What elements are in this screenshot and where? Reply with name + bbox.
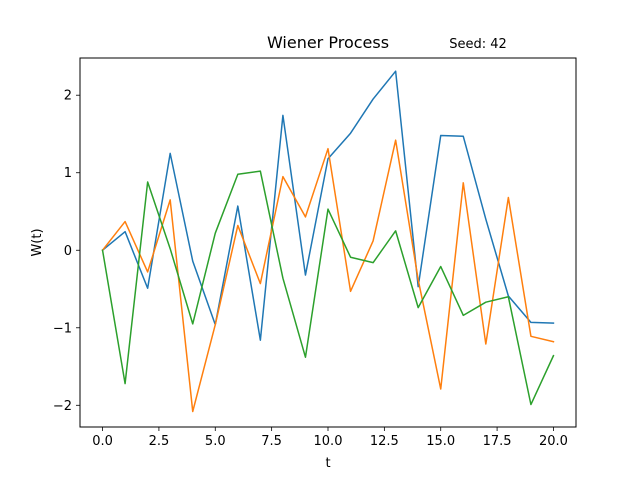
chart-title: Wiener Process xyxy=(267,33,389,52)
x-tick-label: 2.5 xyxy=(149,434,170,449)
x-axis-label: t xyxy=(325,456,330,471)
x-tick-label: 15.0 xyxy=(426,434,455,449)
x-tick-label: 10.0 xyxy=(314,434,343,449)
y-tick-label: 2 xyxy=(64,89,72,104)
x-tick-label: 5.0 xyxy=(205,434,226,449)
series-line-3 xyxy=(101,170,555,406)
y-tick-label: 0 xyxy=(64,244,72,259)
y-tick-label: −1 xyxy=(53,321,72,336)
x-tick-label: 12.5 xyxy=(370,434,399,449)
y-axis: −2 −1 0 1 2 xyxy=(53,89,80,414)
x-tick-label: 17.5 xyxy=(483,434,512,449)
x-axis: 0.0 2.5 5.0 7.5 10.0 12.5 15.0 17.5 20.0 xyxy=(92,427,568,449)
y-axis-label: W(t) xyxy=(30,228,45,256)
y-tick-label: −2 xyxy=(53,399,72,414)
x-tick-label: 0.0 xyxy=(92,434,113,449)
plot-area xyxy=(79,57,577,428)
series-layer xyxy=(101,70,555,413)
seed-annotation: Seed: 42 xyxy=(449,37,507,52)
x-tick-label: 20.0 xyxy=(539,434,568,449)
x-tick-label: 7.5 xyxy=(261,434,282,449)
y-tick-label: 1 xyxy=(64,166,72,181)
series-line-1 xyxy=(101,70,555,341)
series-line-2 xyxy=(101,139,555,413)
